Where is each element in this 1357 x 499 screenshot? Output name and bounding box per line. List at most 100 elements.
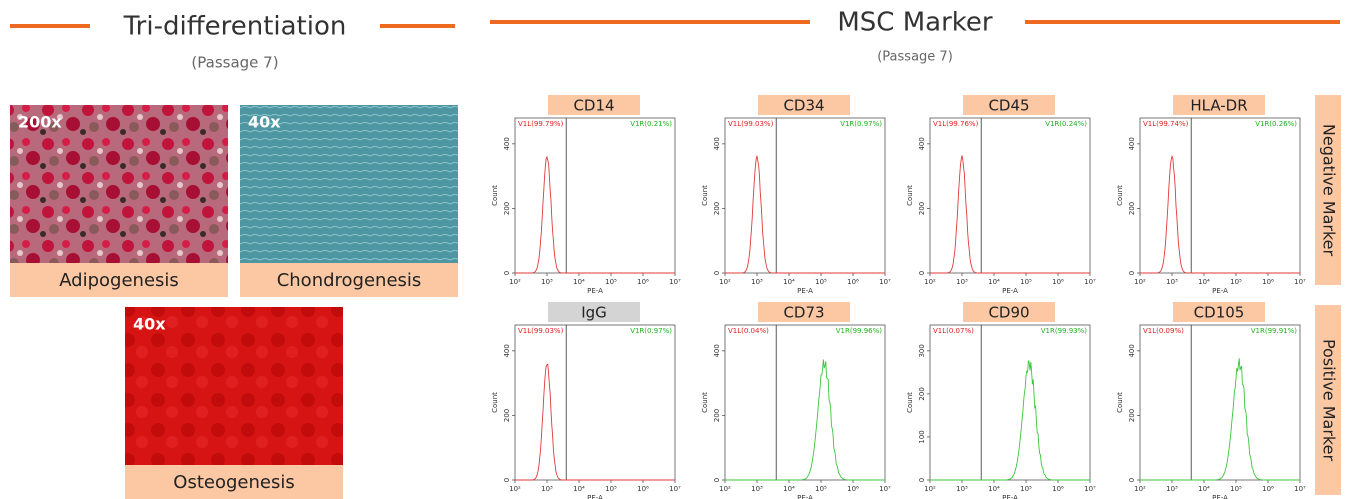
y-tick-label: 400 — [713, 344, 721, 357]
subtitle: (Passage 7) — [191, 54, 278, 72]
x-tick-label: 10³ — [1166, 278, 1178, 286]
y-tick-label: 100 — [918, 430, 926, 443]
y-axis-label: Count — [491, 392, 499, 413]
x-tick-label: 10² — [1134, 485, 1146, 493]
y-axis-label: Count — [491, 185, 499, 206]
section-title: MSC Marker — [837, 8, 993, 38]
gate-left: V1L(99.79%) — [518, 120, 564, 128]
x-tick-label: 10⁶ — [637, 278, 649, 286]
gate-left: V1L(99.03%) — [728, 120, 774, 128]
x-tick-label: 10⁵ — [605, 485, 617, 493]
label-box — [125, 465, 343, 499]
x-tick-label: 10³ — [541, 278, 553, 286]
histogram-panel: CD14 V1L(99.79%) V1R(0.21%) 10² 10³ 10⁴ 10⁵ 10⁶… — [491, 95, 681, 295]
x-tick-label: 10⁷ — [1294, 278, 1306, 286]
x-tick-label: 10⁵ — [815, 485, 827, 493]
plot-frame — [929, 117, 1091, 274]
x-tick-label: 10⁶ — [847, 278, 859, 286]
micrograph-image — [240, 105, 458, 263]
y-tick-label: 200 — [1128, 409, 1136, 422]
x-tick-label: 10⁶ — [847, 485, 859, 493]
plot-frame — [514, 324, 676, 481]
gate-right: V1R(99.93%) — [1041, 327, 1088, 335]
x-axis-label: PE-A — [797, 494, 813, 499]
row-label: Positive Marker — [1320, 339, 1339, 461]
gate-right: V1R(0.97%) — [630, 327, 672, 335]
y-tick-label: 200 — [1128, 202, 1136, 215]
y-tick-label: 400 — [503, 137, 511, 150]
gate-left: V1L(0.04%) — [728, 327, 769, 335]
label-box — [10, 263, 228, 297]
marker-box-control — [548, 302, 640, 322]
x-axis-label: PE-A — [587, 494, 603, 499]
plot-frame — [1139, 324, 1301, 481]
y-tick-label: 300 — [918, 344, 926, 357]
histogram-curve — [725, 155, 885, 274]
y-tick-label: 400 — [503, 344, 511, 357]
y-tick-label: 0 — [1128, 478, 1136, 482]
image-label: Chondrogenesis — [277, 270, 422, 291]
image-label: Osteogenesis — [173, 472, 294, 493]
histogram-curve — [1140, 155, 1300, 274]
row-label-box — [1315, 95, 1341, 285]
x-tick-label: 10⁴ — [988, 485, 1000, 493]
x-tick-label: 10⁶ — [1262, 278, 1274, 286]
x-tick-label: 10⁶ — [1052, 278, 1064, 286]
gate-left: V1L(99.76%) — [933, 120, 979, 128]
y-tick-label: 400 — [713, 137, 721, 150]
x-tick-label: 10⁷ — [879, 278, 891, 286]
x-tick-label: 10⁴ — [1198, 485, 1210, 493]
x-tick-label: 10⁷ — [1294, 485, 1306, 493]
x-tick-label: 10⁴ — [783, 485, 795, 493]
x-tick-label: 10⁵ — [1020, 485, 1032, 493]
y-tick-label: 0 — [713, 478, 721, 482]
x-tick-label: 10⁵ — [1230, 278, 1242, 286]
micrograph: 40x Chondrogenesis — [240, 105, 458, 297]
histogram-panel: CD34 V1L(99.03%) V1R(0.97%) 10² 10³ 10⁴ 10⁵ 10⁶… — [701, 95, 891, 295]
y-axis-label: Count — [906, 185, 914, 206]
plot-frame — [514, 117, 676, 274]
x-tick-label: 10⁶ — [1262, 485, 1274, 493]
x-tick-label: 10⁷ — [669, 485, 681, 493]
x-tick-label: 10⁷ — [669, 278, 681, 286]
histogram-curve — [930, 155, 1090, 274]
y-tick-label: 400 — [1128, 344, 1136, 357]
x-tick-label: 10² — [509, 278, 521, 286]
y-tick-label: 0 — [503, 271, 511, 275]
y-axis-label: Count — [1116, 185, 1124, 206]
y-tick-label: 200 — [918, 387, 926, 400]
marker-label: CD90 — [988, 304, 1029, 322]
x-tick-label: 10⁵ — [1230, 485, 1242, 493]
x-axis-label: PE-A — [797, 287, 813, 295]
y-tick-label: 200 — [918, 202, 926, 215]
gate-left: V1L(0.07%) — [933, 327, 974, 335]
y-tick-label: 400 — [1128, 137, 1136, 150]
x-tick-label: 10³ — [751, 485, 763, 493]
y-axis-label: Count — [1116, 392, 1124, 413]
histogram-panel: CD105 V1L(0.09%) V1R(99.91%) 10² 10³ 10⁴ 10⁵ 10… — [1116, 302, 1306, 499]
x-axis-label: PE-A — [1212, 494, 1228, 499]
y-tick-label: 0 — [918, 478, 926, 482]
y-tick-label: 200 — [713, 202, 721, 215]
marker-label: CD45 — [988, 97, 1029, 115]
histogram-panel: IgG V1L(99.03%) V1R(0.97%) 10² 10³ 10⁴ 10⁵ 10⁶ 1… — [491, 302, 681, 499]
gate-right: V1R(99.96%) — [836, 327, 883, 335]
y-axis-label: Count — [906, 392, 914, 413]
image-label: Adipogenesis — [59, 270, 179, 291]
x-tick-label: 10³ — [1166, 485, 1178, 493]
gate-right: V1R(0.21%) — [630, 120, 672, 128]
x-tick-label: 10³ — [956, 278, 968, 286]
marker-label: CD73 — [783, 304, 824, 322]
x-tick-label: 10⁶ — [1052, 485, 1064, 493]
histogram-curve — [930, 360, 1090, 481]
subtitle: (Passage 7) — [877, 50, 953, 65]
micrograph-image — [125, 307, 343, 465]
marker-box — [1173, 95, 1265, 115]
gate-left: V1L(99.03%) — [518, 327, 564, 335]
x-axis-label: PE-A — [1212, 287, 1228, 295]
histogram-curve — [1140, 358, 1300, 481]
marker-box — [963, 302, 1055, 322]
